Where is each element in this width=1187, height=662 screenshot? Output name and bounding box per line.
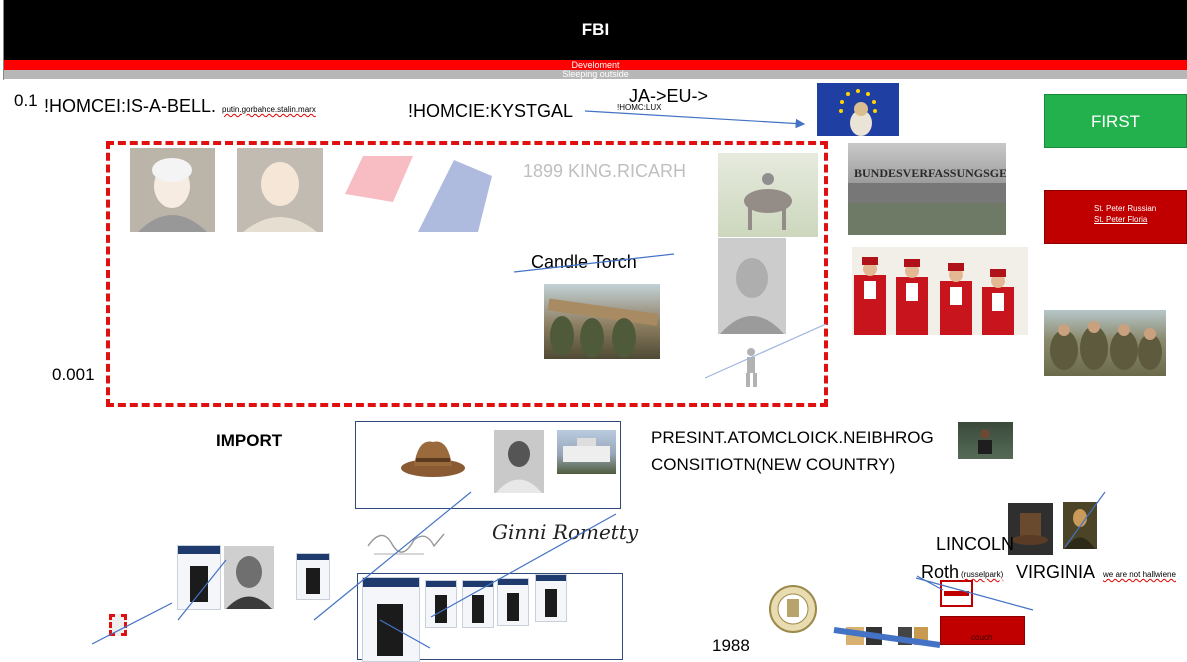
banner-sleeping-outside: Sleeping outside [4, 70, 1187, 79]
signature-scribble [364, 516, 454, 562]
import-label: IMPORT [216, 431, 283, 450]
screenshot-thumbnail-3[interactable] [425, 580, 457, 628]
first-button-label: FIRST [1090, 111, 1141, 131]
header-left-edge [3, 0, 4, 80]
roosevelt-portrait-photo[interactable] [494, 430, 544, 493]
screenshot-thumbnail-1[interactable] [177, 545, 221, 610]
signature-ginni-rometty: Ginni Rometty [492, 520, 639, 544]
mansion-photo[interactable] [557, 430, 616, 474]
portrait-douglass-icon [720, 258, 784, 334]
soldiers-group-photo[interactable] [1044, 310, 1166, 376]
frederick-douglass-photo[interactable] [718, 238, 786, 334]
virginia-small-text: we are not hallwiene [1103, 570, 1176, 579]
homcie-kystgal-text: !HOMCIE:KYSTGAL [408, 101, 574, 121]
ja-eu-text: JA->EU-> [629, 86, 709, 106]
bundesverfassungsgericht-photo[interactable]: BUNDESVERFASSUNGSGERICHT [848, 143, 1006, 235]
roosevelt-smile-photo[interactable] [224, 546, 274, 609]
label-0-1: 0.1 [14, 91, 38, 110]
un-speaker-photo[interactable] [958, 422, 1013, 459]
year-1988-text: 1988 [712, 636, 750, 655]
homcei-small-text: putin.gorbahce.stalin.marx [222, 105, 316, 114]
couch-label: couch [971, 633, 993, 642]
st-peter-box[interactable]: St. Peter Russian St. Peter Floria [1044, 190, 1187, 244]
soldiers-log-icon [547, 298, 659, 358]
roth-text: Roth [921, 562, 960, 582]
court-building-icon: BUNDESVERFASSUNGSGERICHT [848, 166, 1006, 235]
banner-development: Develoment [4, 60, 1187, 70]
mona-lisa-photo[interactable] [1063, 502, 1097, 549]
soldiers-log-photo[interactable] [544, 284, 660, 359]
roth-small-text: (russelpark) [961, 570, 1004, 579]
st-peter-line-1: St. Peter Russian [1094, 204, 1157, 213]
page-title: FBI [581, 20, 610, 39]
eu-stars-icon [839, 89, 877, 136]
presint-line-2: CONSITIOTN(NEW COUNTRY) [651, 455, 896, 474]
st-peter-line-2: St. Peter Floria [1094, 215, 1148, 224]
benjamin-franklin-photo[interactable] [237, 148, 323, 232]
homc-lux-text: !HOMC:LUX [617, 103, 662, 112]
walking-person-icon [742, 347, 760, 389]
seal-emblem [769, 585, 817, 633]
seal-icon [769, 585, 817, 633]
screenshot-thumbnail-2[interactable] [296, 553, 330, 600]
import-frame [355, 421, 621, 509]
virginia-text: VIRGINIA [1016, 562, 1096, 582]
horse-rider-photo[interactable] [718, 153, 818, 237]
judges-icon [854, 257, 1014, 335]
faded-blue-stripe [418, 160, 492, 232]
soldiers-icon [1050, 321, 1162, 370]
cowboy-hat-icon [401, 441, 465, 477]
mona-lisa-icon [1065, 509, 1095, 549]
svg-text:BUNDESVERFASSUNGSGERICHT: BUNDESVERFASSUNGSGERICHT [854, 166, 1006, 180]
label-0-001: 0.001 [52, 365, 95, 384]
small-thumbs-strip [846, 627, 930, 647]
portrait-franklin-icon [243, 162, 317, 232]
eu-flag-photo[interactable] [817, 83, 899, 136]
screenshot-thumbnail-5[interactable] [497, 578, 529, 626]
lincoln-text: LINCOLN [936, 534, 1015, 554]
speaker-icon [978, 429, 992, 454]
portrait-roosevelt-2-icon [226, 556, 272, 609]
portrait-washington-icon [138, 158, 207, 232]
homcei-text: !HOMCEI:IS-A-BELL. [44, 96, 217, 116]
mansion-icon [563, 438, 610, 462]
screenshot-thumbnail-4[interactable] [462, 580, 494, 628]
screenshot-thumbnail-6[interactable] [535, 574, 567, 622]
candle-torch-text: Candle Torch [531, 252, 637, 272]
top-hat-photo[interactable] [1008, 503, 1053, 555]
king-ricarh-text: 1899 KING.RICARH [523, 161, 687, 181]
header-bar [4, 0, 1187, 60]
top-hat-icon [1012, 513, 1048, 545]
horse-rider-icon [744, 173, 792, 230]
presint-line-1: PRESINT.ATOMCLOICK.NEIBHROG [651, 428, 934, 447]
portrait-roosevelt-icon [496, 441, 542, 493]
judges-red-robes-photo[interactable] [852, 247, 1028, 335]
screenshot-thumbnail-large[interactable] [362, 577, 420, 662]
small-red-outlined-box [940, 580, 973, 607]
faded-red-stripe [345, 156, 415, 202]
cowboy-hat-image[interactable] [398, 434, 468, 480]
george-washington-photo[interactable] [130, 148, 215, 232]
couch-box[interactable]: couch [940, 616, 1025, 645]
first-button[interactable]: FIRST [1044, 94, 1187, 148]
dashed-selection-box [106, 141, 828, 407]
small-red-dashed-marker [109, 614, 127, 636]
